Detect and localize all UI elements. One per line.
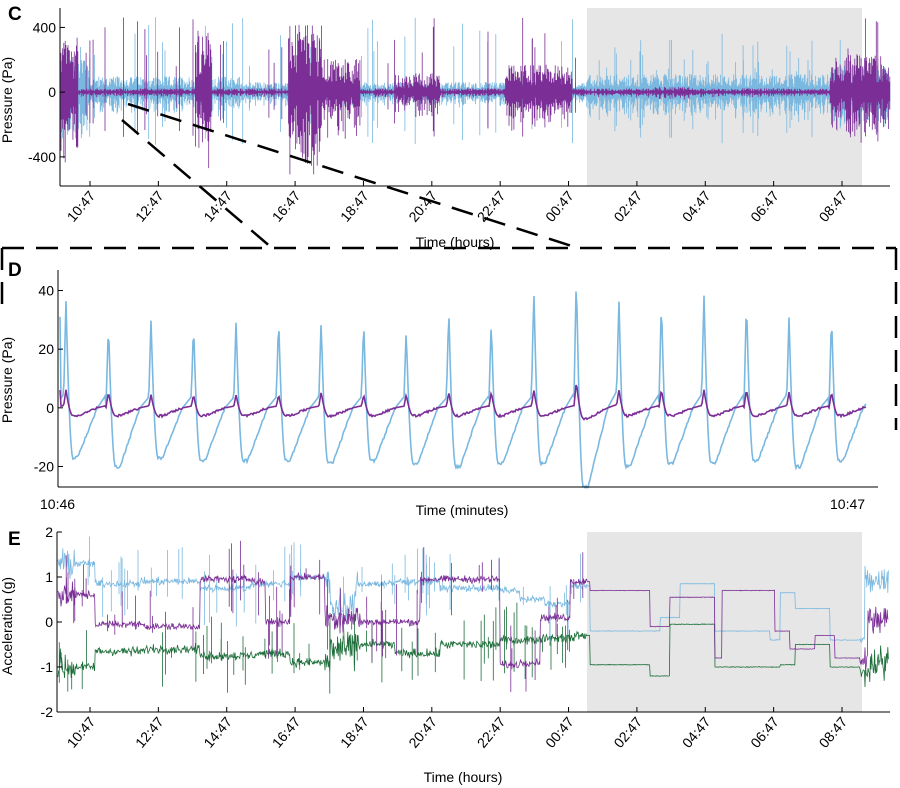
panel-e-x-tick-label: 10:47 xyxy=(64,713,99,750)
panel-c-x-tick-label: 06:47 xyxy=(747,187,782,224)
panel-c-x-tick-label: 14:47 xyxy=(200,187,235,224)
panel-e-x-tick-label: 02:47 xyxy=(610,713,645,750)
panel-e-x-tick-label: 22:47 xyxy=(474,713,509,750)
panel-c-x-tick-label: 00:47 xyxy=(542,187,577,224)
panel-d-y-axis-label: Pressure (Pa) xyxy=(0,337,15,423)
panel-e-x-tick-label: 04:47 xyxy=(679,713,714,750)
panel-e-y-axis-label: Acceleration (g) xyxy=(0,577,15,675)
panel-e-x-tick-label: 08:47 xyxy=(816,713,851,750)
panel-e-x-tick-label: 12:47 xyxy=(132,713,167,750)
panel-e-y-ticks: 2 1 0 -1 -2 xyxy=(41,524,62,720)
panel-d-x-axis-label: Time (minutes) xyxy=(416,502,509,518)
panel-c-x-tick-label: 12:47 xyxy=(132,187,167,224)
panel-d-axes xyxy=(57,270,878,488)
zoom-line-right xyxy=(127,102,579,250)
panel-e-green-trace xyxy=(57,599,889,694)
panel-c-x-axis-label: Time (hours) xyxy=(416,234,495,250)
panel-c-x-ticks: 10:47 12:47 14:47 16:47 18:47 20:47 22:47 00:47… xyxy=(64,181,851,225)
panel-e-y-tick-label: 1 xyxy=(45,569,53,585)
panel-e-x-tick-label: 18:47 xyxy=(337,713,372,750)
zoom-connector-lines xyxy=(0,102,898,430)
panel-d-purple-trace xyxy=(59,384,867,421)
panel-e-night-shading xyxy=(587,532,862,712)
panel-e-y-tick-label: 2 xyxy=(45,524,53,540)
panel-e-x-tick-label: 16:47 xyxy=(269,713,304,750)
panel-c-y-tick-label: -400 xyxy=(28,149,56,165)
panel-e-y-tick-label: 0 xyxy=(45,614,53,630)
panel-e-x-axis-label: Time (hours) xyxy=(424,769,503,785)
panel-d-light-blue-series xyxy=(59,291,867,489)
panel-c-purple-series xyxy=(60,17,891,175)
panel-e-label: E xyxy=(8,529,21,550)
panel-c-x-tick-label: 04:47 xyxy=(679,187,714,224)
panel-c-x-tick-label: 08:47 xyxy=(816,187,851,224)
panel-c-y-tick-label: 0 xyxy=(48,84,56,100)
panel-c-y-tick-label: 400 xyxy=(33,19,57,35)
panel-e-x-tick-label: 06:47 xyxy=(747,713,782,750)
panel-d-x-tick-start: 10:46 xyxy=(40,496,75,512)
panel-d-y-tick-label: 20 xyxy=(38,341,54,357)
panel-d-x-tick-end: 10:47 xyxy=(830,496,865,512)
panel-e-y-tick-label: -1 xyxy=(41,659,54,675)
panel-d-y-ticks: 40 20 0 -20 xyxy=(34,283,63,474)
panel-e-x-tick-label: 00:47 xyxy=(542,713,577,750)
panel-c-x-tick-label: 02:47 xyxy=(610,187,645,224)
panel-e-purple-trace xyxy=(57,540,889,692)
panel-c-x-tick-label: 16:47 xyxy=(269,187,304,224)
panel-d: 40 20 0 -20 D Pressure (Pa) 10:46 10:47 Tim… xyxy=(0,260,878,518)
panel-d-light-blue-trace xyxy=(59,291,867,489)
panel-e-x-tick-label: 20:47 xyxy=(405,713,440,750)
panel-c-x-tick-label: 20:47 xyxy=(405,187,440,224)
panel-c-y-ticks: 400 0 -400 xyxy=(28,19,65,165)
panel-c-label: C xyxy=(8,4,22,25)
panel-e: 2 1 0 -1 -2 10:47 12:47 14:47 16:47 18:47 20:47 22… xyxy=(0,524,890,785)
panel-e-series xyxy=(57,536,889,694)
panel-c-axes xyxy=(59,8,890,187)
zoom-line-left xyxy=(121,119,273,249)
panel-c-x-tick-label: 10:47 xyxy=(64,187,99,224)
panel-e-x-tick-label: 14:47 xyxy=(200,713,235,750)
panel-c-y-axis-label: Pressure (Pa) xyxy=(0,57,15,143)
panel-d-y-tick-label: 40 xyxy=(38,283,54,299)
panel-d-purple-series xyxy=(59,384,867,421)
panel-e-y-tick-label: -2 xyxy=(41,704,54,720)
panel-d-y-tick-label: 0 xyxy=(46,400,54,416)
panel-d-y-tick-label: -20 xyxy=(34,458,54,474)
panel-d-label: D xyxy=(8,260,22,281)
panel-e-x-ticks: 10:47 12:47 14:47 16:47 18:47 20:47 22:47 00:47… xyxy=(64,707,851,751)
panel-c-x-tick-label: 18:47 xyxy=(337,187,372,224)
